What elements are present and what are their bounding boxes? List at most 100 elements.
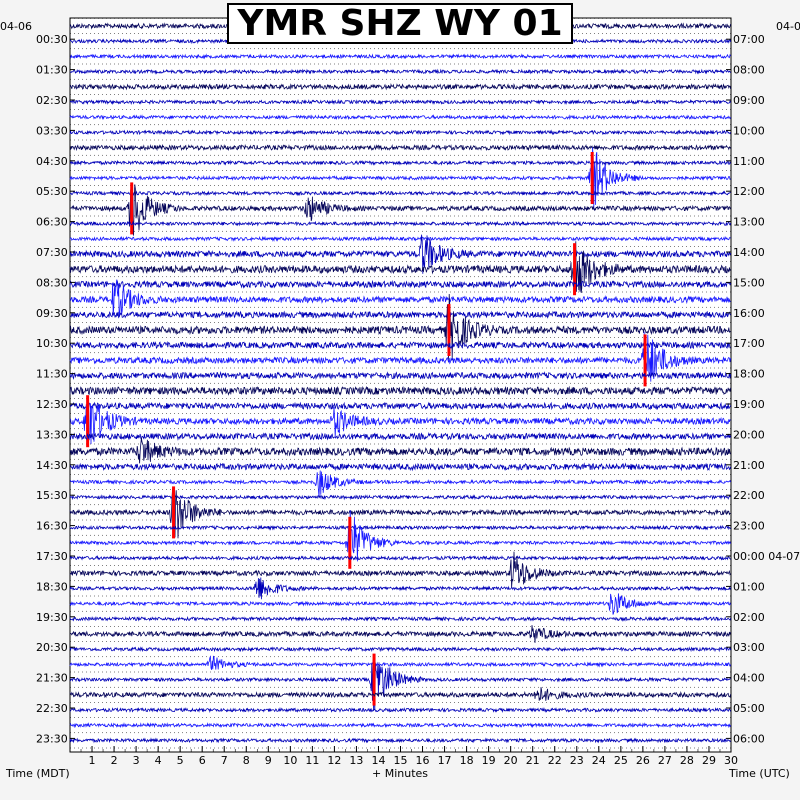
clip-marker: [130, 182, 134, 235]
x-tick-label: 2: [111, 754, 118, 767]
right-tick-label: 14:00: [733, 246, 765, 259]
x-tick-label: 14: [371, 754, 385, 767]
trace-line: [69, 293, 731, 361]
right-tick-label: 18:00: [733, 368, 765, 381]
left-tick-label: 06:30: [36, 216, 68, 229]
trace-line: [69, 625, 731, 643]
clip-marker: [447, 304, 451, 356]
right-tick-label: 16:00: [733, 307, 765, 320]
trace-line: [69, 722, 731, 729]
left-tick-label: 03:30: [36, 124, 68, 137]
right-tick-label: 02:00: [733, 611, 765, 624]
x-tick-label: 10: [283, 754, 297, 767]
trace-line: [69, 114, 731, 121]
right-tick-label: 23:00: [733, 520, 765, 533]
trace-line: [69, 53, 731, 60]
left-tick-label: 02:30: [36, 94, 68, 107]
right-tick-label: 11:00: [733, 155, 765, 168]
left-tick-label: 12:30: [36, 398, 68, 411]
x-tick-label: 21: [526, 754, 540, 767]
clip-marker: [590, 152, 594, 204]
plot-area: [69, 17, 732, 753]
trace-line: [69, 403, 731, 445]
trace-line: [69, 331, 731, 383]
x-axis-title: + Minutes: [372, 767, 429, 780]
right-axis-title: Time (UTC): [729, 767, 790, 780]
left-tick-label: 01:30: [36, 64, 68, 77]
right-tick-label: 19:00: [733, 398, 765, 411]
right-tick-label: 22:00: [733, 489, 765, 502]
clip-marker: [86, 395, 90, 448]
x-tick-label: 4: [155, 754, 162, 767]
trace-line: [69, 235, 731, 242]
x-tick-label: 3: [133, 754, 140, 767]
trace-line: [69, 147, 731, 210]
trace-line: [69, 279, 731, 289]
left-tick-label: 05:30: [36, 185, 68, 198]
right-tick-label: 07:00: [733, 33, 765, 46]
x-tick-label: 13: [349, 754, 363, 767]
right-tick-label: 10:00: [733, 124, 765, 137]
x-tick-label: 15: [394, 754, 408, 767]
trace-line: [69, 655, 731, 670]
clip-marker: [573, 243, 577, 296]
right-tick-label: 08:00: [733, 64, 765, 77]
x-tick-label: 18: [460, 754, 474, 767]
left-date-label: 04-06: [0, 20, 32, 33]
trace-line: [69, 431, 731, 441]
right-tick-label: 03:00: [733, 641, 765, 654]
x-tick-label: 11: [305, 754, 319, 767]
left-tick-label: 10:30: [36, 337, 68, 350]
left-tick-label: 00:30: [36, 33, 68, 46]
x-tick-label: 12: [327, 754, 341, 767]
x-tick-label: 24: [592, 754, 606, 767]
trace-line: [70, 470, 731, 498]
x-tick-label: 5: [177, 754, 184, 767]
left-tick-label: 13:30: [36, 428, 68, 441]
left-tick-label: 07:30: [36, 246, 68, 259]
left-tick-label: 16:30: [36, 520, 68, 533]
trace-line: [69, 706, 731, 714]
trace-line: [69, 220, 731, 227]
trace-line: [69, 190, 731, 197]
trace-line: [69, 241, 731, 294]
trace-line: [69, 510, 731, 562]
trace-line: [70, 462, 731, 472]
x-tick-label: 29: [702, 754, 716, 767]
trace-line: [69, 577, 731, 600]
right-tick-label: 12:00: [733, 185, 765, 198]
x-tick-label: 7: [221, 754, 228, 767]
x-tick-label: 1: [89, 754, 96, 767]
left-tick-label: 08:30: [36, 276, 68, 289]
left-tick-label: 04:30: [36, 155, 68, 168]
left-tick-label: 09:30: [36, 307, 68, 320]
left-tick-label: 17:30: [36, 550, 68, 563]
x-tick-label: 16: [416, 754, 430, 767]
x-tick-label: 25: [614, 754, 628, 767]
left-tick-label: 22:30: [36, 702, 68, 715]
left-tick-label: 20:30: [36, 641, 68, 654]
x-tick-label: 22: [548, 754, 562, 767]
right-tick-label: 04:00: [733, 672, 765, 685]
trace-line: [69, 129, 731, 136]
trace-line: [69, 401, 731, 411]
clip-marker: [372, 653, 376, 706]
x-tick-label: 26: [636, 754, 650, 767]
x-tick-label: 20: [504, 754, 518, 767]
trace-line: [69, 554, 731, 562]
trace-line: [69, 159, 731, 166]
right-tick-label: 00:00 04-07: [733, 550, 800, 563]
trace-line: [69, 593, 731, 615]
right-tick-label: 09:00: [733, 94, 765, 107]
left-axis-title: Time (MDT): [6, 767, 70, 780]
trace-line: [69, 737, 731, 744]
right-tick-label: 21:00: [733, 459, 765, 472]
trace-line: [69, 659, 731, 712]
trace-line: [69, 437, 731, 464]
trace-line: [69, 279, 731, 318]
trace-line: [69, 340, 731, 350]
right-tick-label: 17:00: [733, 337, 765, 350]
x-tick-label: 30: [724, 754, 738, 767]
trace-line: [69, 184, 731, 236]
